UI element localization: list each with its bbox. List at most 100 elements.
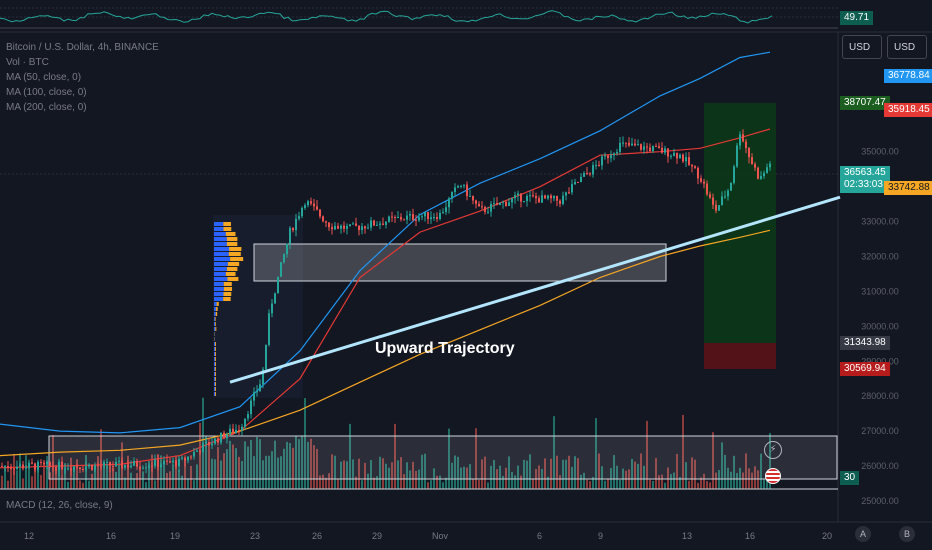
profile-bar: [214, 342, 216, 346]
candle-body: [13, 468, 15, 470]
volume-bar: [79, 480, 81, 489]
volume-bar: [343, 460, 345, 489]
candle-body: [679, 154, 681, 159]
candle-body: [406, 215, 408, 220]
profile-bar: [214, 297, 224, 301]
candle-body: [253, 392, 255, 401]
volume-bar: [106, 463, 108, 489]
macd-legend[interactable]: MACD (12, 26, close, 9): [6, 500, 113, 511]
volume-bar: [412, 461, 414, 489]
candle-body: [283, 254, 285, 263]
trendline[interactable]: [229, 195, 841, 384]
volume-bar: [205, 435, 207, 489]
ma200-price-tag: 36778.84: [884, 69, 932, 83]
volume-bar: [751, 472, 753, 489]
volume-bar: [334, 455, 336, 489]
auto-scale-button[interactable]: A: [855, 526, 871, 542]
volume-bar: [154, 480, 156, 489]
volume-bar: [601, 466, 603, 489]
ma50-legend[interactable]: MA (50, close, 0): [6, 72, 82, 83]
log-scale-button[interactable]: B: [899, 526, 915, 542]
ma100-line: [0, 229, 771, 457]
volume-bar: [562, 459, 564, 489]
profile-bar: [214, 292, 224, 296]
us-flag-icon[interactable]: [765, 468, 781, 484]
volume-box[interactable]: [48, 435, 838, 480]
volume-bar: [625, 470, 627, 489]
candle-body: [181, 457, 183, 459]
volume-bar: [589, 481, 591, 489]
profile-bar: [214, 267, 227, 271]
candle-body: [31, 462, 33, 464]
candle-body: [457, 186, 459, 188]
currency-button-right[interactable]: USD: [887, 35, 927, 59]
candle-body: [133, 460, 135, 466]
candle-body: [520, 193, 522, 202]
candle-body: [712, 197, 714, 205]
y-tick-label: 35000.00: [861, 147, 899, 157]
volume-bar: [391, 462, 393, 489]
candle-body: [34, 463, 36, 470]
volume-bar: [160, 455, 162, 489]
trajectory-annotation[interactable]: Upward Trajectory: [375, 340, 515, 357]
volume-bar: [229, 440, 231, 489]
ma200-line: [0, 51, 771, 434]
candle-body: [52, 465, 54, 467]
candle-body: [628, 142, 630, 146]
lightning-icon[interactable]: ⚡: [764, 441, 782, 459]
profile-bar: [227, 262, 240, 266]
candle-body: [688, 157, 690, 165]
volume-legend[interactable]: Vol · BTC: [6, 57, 49, 68]
ma200-legend[interactable]: MA (200, close, 0): [6, 102, 87, 113]
ma100-legend[interactable]: MA (100, close, 0): [6, 87, 87, 98]
candle-body: [1, 466, 3, 468]
volume-bar: [544, 458, 546, 489]
y-tick-label: 28000.00: [861, 391, 899, 401]
candle-body: [448, 198, 450, 208]
volume-bar: [709, 482, 711, 489]
profile-bar: [214, 227, 224, 231]
candle-body: [595, 164, 597, 166]
volume-bar: [568, 455, 570, 489]
volume-bar: [730, 471, 732, 489]
candle-body: [550, 195, 552, 199]
symbol-title[interactable]: Bitcoin / U.S. Dollar, 4h, BINANCE: [6, 42, 159, 53]
candle-body: [7, 465, 9, 468]
candle-body: [337, 225, 339, 229]
candle-body: [535, 196, 537, 199]
volume-bar: [127, 455, 129, 489]
profile-bar: [214, 347, 216, 351]
volume-bar: [97, 456, 99, 489]
volume-bar: [736, 473, 738, 489]
candle-body: [208, 442, 210, 446]
profile-bar: [214, 247, 230, 251]
volume-bar: [190, 465, 192, 489]
candle-body: [199, 450, 201, 453]
volume-bar: [487, 482, 489, 489]
profile-bar: [216, 307, 218, 311]
volume-bar: [442, 482, 444, 489]
candle-body: [436, 217, 438, 219]
candle-body: [562, 195, 564, 204]
candle-body: [205, 442, 207, 444]
candle-body: [310, 201, 312, 204]
candle-body: [379, 223, 381, 225]
consolidation-box[interactable]: [253, 243, 667, 282]
candle-body: [382, 223, 384, 225]
profile-bar: [226, 242, 238, 246]
chart-legend: Bitcoin / U.S. Dollar, 4h, BINANCE Vol ·…: [6, 40, 159, 115]
candle-body: [634, 143, 636, 146]
candle-body: [43, 462, 45, 464]
stop-zone[interactable]: [704, 343, 776, 369]
currency-button-left[interactable]: USD: [842, 35, 882, 59]
volume-bar: [139, 466, 141, 489]
profile-bar: [227, 277, 239, 281]
volume-bar: [37, 468, 39, 489]
volume-bar: [376, 476, 378, 489]
candle-body: [118, 460, 120, 462]
candle-body: [502, 201, 504, 203]
profile-bar: [214, 372, 216, 376]
candle-body: [292, 227, 294, 231]
candle-body: [427, 211, 429, 220]
volume-bar: [670, 474, 672, 489]
